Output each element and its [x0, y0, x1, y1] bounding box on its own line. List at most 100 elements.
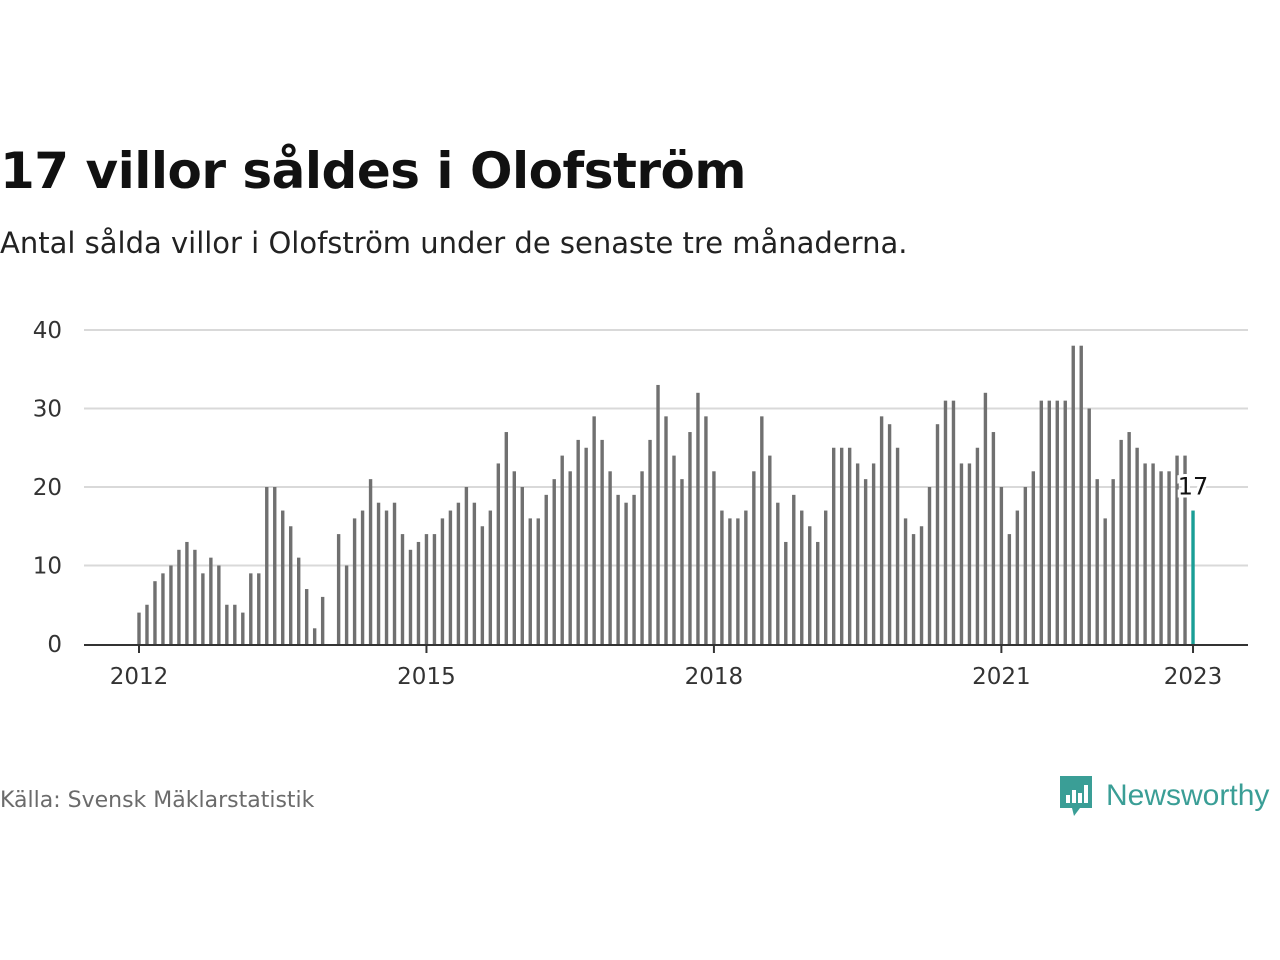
- y-tick-label: 40: [33, 318, 62, 344]
- bar: [1191, 510, 1195, 644]
- bar: [704, 416, 708, 644]
- bar: [648, 439, 652, 644]
- bar: [911, 534, 916, 644]
- bar: [344, 565, 349, 644]
- bar: [991, 432, 996, 644]
- bar: [352, 518, 357, 644]
- bar: [696, 392, 700, 644]
- bar: [1143, 463, 1147, 644]
- bar: [712, 471, 716, 644]
- x-axis: 2012 2015 2018 2021 2023: [84, 644, 1248, 690]
- y-tick-label: 10: [33, 554, 62, 580]
- bar: [672, 455, 676, 644]
- bar: [504, 432, 509, 644]
- bar: [368, 479, 373, 644]
- bar: [1007, 534, 1012, 644]
- bar: [943, 400, 948, 644]
- bar: [855, 463, 860, 644]
- bar: [257, 573, 261, 644]
- bar: [1015, 510, 1020, 644]
- bar: [528, 518, 532, 644]
- bar: [1183, 455, 1187, 644]
- x-tick-label: 2023: [1164, 664, 1223, 690]
- bar: [241, 612, 245, 644]
- bar: [768, 455, 772, 644]
- x-tick-label: 2018: [685, 664, 744, 690]
- bar: [312, 628, 317, 644]
- bar: [448, 510, 453, 644]
- bar: [999, 487, 1004, 644]
- bar: [847, 447, 852, 644]
- bar: [336, 534, 341, 644]
- x-tick-label: 2012: [110, 664, 169, 690]
- bar: [432, 534, 437, 644]
- bar: [903, 518, 908, 644]
- bar: [983, 392, 988, 644]
- bar: [201, 573, 205, 644]
- bar: [480, 526, 485, 644]
- bar: [1079, 345, 1083, 644]
- bar: [776, 502, 780, 644]
- newsworthy-logo-icon: [1060, 776, 1092, 816]
- bar: [688, 432, 692, 644]
- bar: [496, 463, 501, 644]
- bar: [297, 557, 301, 644]
- bar: [273, 487, 277, 644]
- y-tick-label: 30: [33, 397, 62, 423]
- source-note: Källa: Svensk Mäklarstatistik: [0, 788, 315, 813]
- bar: [1175, 455, 1179, 644]
- bar: [831, 447, 836, 644]
- bar: [616, 494, 620, 644]
- bar: [887, 424, 892, 644]
- bar: [824, 510, 828, 644]
- bar: [464, 487, 469, 644]
- bar: [488, 510, 493, 644]
- bar: [600, 439, 604, 644]
- bar: [400, 534, 405, 644]
- bar: [879, 416, 884, 644]
- bar: [265, 487, 269, 644]
- bar: [360, 510, 365, 644]
- bar: [608, 471, 612, 644]
- bar: [384, 510, 389, 644]
- bar: [560, 455, 564, 644]
- bar: [392, 502, 397, 644]
- highlight-value-label: 17: [1178, 473, 1209, 501]
- x-tick-label: 2015: [397, 664, 456, 690]
- bar: [440, 518, 445, 644]
- bar: [536, 518, 540, 644]
- bar: [800, 510, 804, 644]
- bar: [584, 447, 588, 644]
- bar: [520, 487, 524, 644]
- bar: [281, 510, 285, 644]
- bar: [552, 479, 556, 644]
- x-tick-label: 2021: [972, 664, 1031, 690]
- bar: [744, 510, 748, 644]
- bar: [624, 502, 628, 644]
- bar: [177, 549, 181, 644]
- bar-chart: 0 10 20 30 40 2012 2015 2018 2021 2023 17: [33, 318, 1248, 690]
- bar: [1087, 408, 1091, 644]
- bar: [959, 463, 964, 644]
- bar: [792, 494, 796, 644]
- bar: [145, 604, 149, 644]
- bar: [1127, 432, 1131, 644]
- bar: [304, 589, 309, 644]
- bar: [967, 463, 972, 644]
- bar: [784, 541, 788, 644]
- bar: [1071, 345, 1075, 644]
- y-tick-label: 20: [33, 475, 62, 501]
- bar: [544, 494, 548, 644]
- bar: [1167, 471, 1171, 644]
- bar: [233, 604, 237, 644]
- bar: [951, 400, 956, 644]
- bar: [1047, 400, 1051, 644]
- bar: [919, 526, 924, 644]
- bar: [1111, 479, 1115, 644]
- bar: [1151, 463, 1155, 644]
- bar: [424, 534, 429, 644]
- bar: [576, 439, 580, 644]
- brand-logo[interactable]: Newsworthy: [1058, 774, 1269, 818]
- bar: [975, 447, 980, 644]
- bar: [760, 416, 764, 644]
